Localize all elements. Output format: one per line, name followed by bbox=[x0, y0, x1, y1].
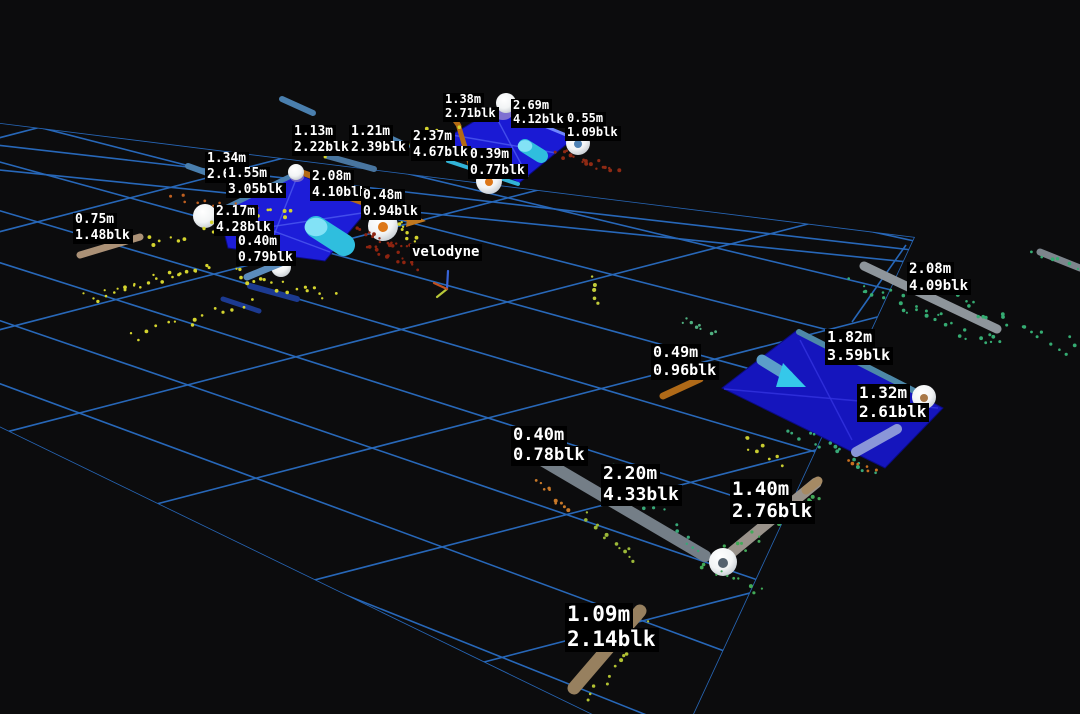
tf-axis bbox=[445, 269, 450, 291]
tf-axis bbox=[432, 281, 449, 291]
distance-blocks: 0.94blk bbox=[361, 204, 421, 221]
distance-blocks: 4.33blk bbox=[601, 485, 682, 507]
cone-marker bbox=[776, 363, 806, 387]
measurement-label: 1.82m 3.59blk bbox=[825, 329, 894, 365]
distance-meters: 1.09m bbox=[565, 602, 634, 628]
scene-rod bbox=[659, 375, 704, 400]
distance-meters: 2.37m bbox=[411, 129, 456, 146]
measurement-label: 0.75m 1.48blk bbox=[73, 212, 133, 245]
measurement-label: 2.37m 4.67blk bbox=[411, 129, 471, 162]
distance-blocks: 4.10blk bbox=[310, 185, 370, 202]
distance-meters: 1.82m bbox=[825, 329, 876, 347]
measurement-label: 1.09m 2.14blk bbox=[565, 602, 659, 653]
measurement-label: 2.20m 4.33blk bbox=[601, 463, 682, 507]
distance-blocks: 3.59blk bbox=[825, 346, 894, 365]
distance-meters: 0.55m bbox=[565, 111, 607, 127]
distance-meters: 1.32m bbox=[857, 384, 911, 403]
scene-rod bbox=[324, 153, 377, 172]
distance-blocks: 4.12blk bbox=[511, 113, 567, 128]
distance-meters: 0.48m bbox=[361, 188, 406, 205]
scene-rod bbox=[247, 283, 300, 302]
distance-meters: 0.40m bbox=[511, 425, 568, 447]
scene-rod bbox=[859, 261, 1002, 334]
measurement-label: 2.08m 4.09blk bbox=[907, 261, 972, 296]
marker-sphere bbox=[709, 548, 737, 576]
scene-rod bbox=[279, 96, 316, 116]
distance-meters: 2.69m bbox=[511, 98, 553, 114]
measurement-label: 0.48m 0.94blk bbox=[361, 188, 421, 221]
distance-meters: 1.21m bbox=[349, 124, 394, 141]
distance-meters: 1.55m bbox=[226, 166, 271, 183]
measurement-label: 0.55m 1.09blk bbox=[565, 111, 621, 141]
measurement-label: 2.69m 4.12blk bbox=[511, 98, 567, 128]
distance-meters: 1.34m bbox=[205, 151, 250, 168]
distance-meters: 0.75m bbox=[73, 212, 118, 229]
measurement-label: 0.49m 0.96blk bbox=[651, 344, 720, 380]
measurement-label: 1.32m 2.61blk bbox=[857, 384, 930, 422]
distance-blocks: 2.76blk bbox=[730, 500, 816, 524]
lidar-puck bbox=[304, 216, 355, 256]
distance-blocks: 0.77blk bbox=[468, 163, 528, 180]
distance-blocks: 4.09blk bbox=[907, 278, 972, 296]
marker-sphere bbox=[288, 164, 304, 180]
distance-blocks: 1.09blk bbox=[565, 126, 621, 141]
distance-meters: 0.49m bbox=[651, 344, 702, 362]
distance-meters: 2.08m bbox=[907, 261, 955, 279]
distance-blocks: 4.28blk bbox=[214, 220, 274, 237]
distance-meters: 0.39m bbox=[468, 147, 513, 164]
distance-meters: 1.40m bbox=[730, 478, 793, 502]
distance-meters: 2.20m bbox=[601, 463, 661, 486]
measurement-label: 1.21m 2.39blk bbox=[349, 124, 409, 157]
distance-blocks: 3.05blk bbox=[226, 182, 286, 199]
distance-blocks: 0.79blk bbox=[236, 250, 296, 267]
distance-blocks: 2.39blk bbox=[349, 140, 409, 157]
measurement-label: 0.40m 0.78blk bbox=[511, 425, 588, 467]
distance-meters: 0.40m bbox=[236, 234, 281, 251]
measurement-label: 0.39m 0.77blk bbox=[468, 147, 528, 180]
distance-blocks: 1.48blk bbox=[73, 228, 133, 245]
scene-rod bbox=[1036, 248, 1080, 272]
distance-meters: 2.17m bbox=[214, 204, 259, 221]
scene-rod bbox=[220, 296, 262, 314]
distance-blocks: 0.78blk bbox=[511, 445, 588, 467]
lidar-puck bbox=[517, 139, 548, 163]
measurement-label: 2.08m 4.10blk bbox=[310, 169, 370, 202]
scene-rod bbox=[801, 476, 823, 495]
distance-blocks: 4.67blk bbox=[411, 145, 471, 162]
measurement-label: 1.55m 3.05blk bbox=[226, 166, 286, 199]
distance-meters: 2.08m bbox=[310, 169, 355, 186]
measurement-label: 1.13m 2.22blk bbox=[292, 124, 352, 157]
distance-blocks: 2.14blk bbox=[565, 627, 659, 653]
distance-blocks: 2.61blk bbox=[857, 402, 930, 422]
distance-meters: 1.13m bbox=[292, 124, 337, 141]
distance-blocks: 2.71blk bbox=[443, 107, 499, 122]
distance-meters: 1.38m bbox=[443, 92, 485, 108]
measurement-label: 2.17m 4.28blk bbox=[214, 204, 274, 237]
distance-blocks: 0.96blk bbox=[651, 361, 720, 380]
tf-frame-label: velodyne bbox=[410, 244, 483, 261]
measurement-label: 1.38m 2.71blk bbox=[443, 92, 499, 122]
measurement-label: 0.40m 0.79blk bbox=[236, 234, 296, 267]
tf-axis bbox=[435, 287, 449, 299]
measurement-label: 1.40m 2.76blk bbox=[730, 478, 816, 524]
scene-rod bbox=[851, 424, 902, 457]
distance-blocks: 2.22blk bbox=[292, 140, 352, 157]
